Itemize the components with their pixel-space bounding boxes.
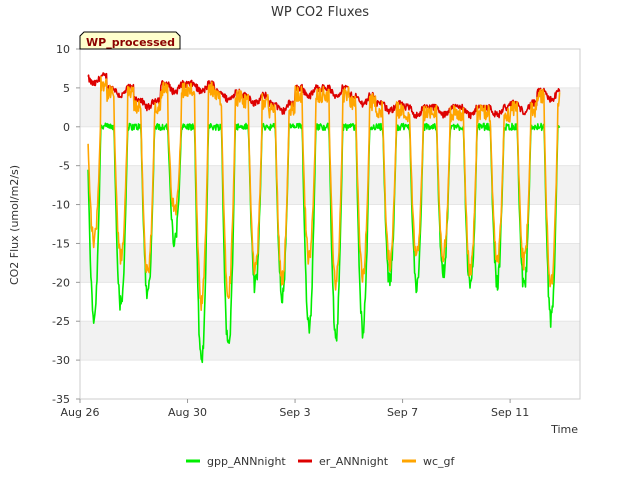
- legend-item: er_ANNnight: [298, 455, 389, 468]
- series-layer: [87, 72, 561, 364]
- legend-label: wc_gf: [423, 455, 456, 468]
- x-tick-label: Sep 7: [387, 406, 418, 419]
- x-tick-label: Sep 11: [491, 406, 529, 419]
- y-tick-label: -30: [52, 354, 70, 367]
- background-band: [80, 243, 580, 283]
- background-band: [80, 360, 580, 399]
- y-tick-label: -25: [52, 315, 70, 328]
- plot-background-bands: [80, 49, 580, 399]
- y-tick-label: 0: [63, 121, 70, 134]
- series-line-wc-gf: [87, 75, 561, 311]
- x-tick-label: Aug 26: [61, 406, 100, 419]
- legend-label: er_ANNnight: [319, 455, 389, 468]
- background-band: [80, 204, 580, 244]
- y-tick-label: 10: [56, 43, 70, 56]
- x-tick-label: Sep 3: [279, 406, 310, 419]
- chart-title: WP CO2 Fluxes: [271, 5, 369, 20]
- y-tick-label: -15: [52, 237, 70, 250]
- x-tick-label: Aug 30: [168, 406, 207, 419]
- y-axis-ticks: 10 5 0 -5 -10 -15 -20 -25 -30 -35: [52, 43, 80, 406]
- processed-badge: WP_processed: [79, 31, 181, 50]
- y-tick-label: -10: [52, 199, 70, 212]
- y-tick-label: -20: [52, 276, 70, 289]
- x-axis-title: Time: [550, 423, 578, 436]
- legend-label: gpp_ANNnight: [207, 455, 286, 468]
- processed-badge-label: WP_processed: [86, 36, 175, 49]
- y-tick-label: -5: [59, 160, 70, 173]
- legend: gpp_ANNnight er_ANNnight wc_gf: [186, 455, 456, 468]
- background-band: [80, 282, 580, 322]
- legend-item: gpp_ANNnight: [186, 455, 286, 468]
- plot-area-frame: [79, 48, 581, 400]
- background-band: [80, 49, 580, 88]
- y-tick-label: -35: [52, 393, 70, 406]
- y-tick-label: 5: [63, 82, 70, 95]
- background-band: [80, 321, 580, 361]
- x-axis-ticks: Aug 26 Aug 30 Sep 3 Sep 7 Sep 11: [61, 399, 529, 419]
- legend-item: wc_gf: [402, 455, 456, 468]
- series-line-gpp-annnight: [87, 122, 561, 364]
- y-axis-title: CO2 Flux (umol/m2/s): [8, 165, 21, 285]
